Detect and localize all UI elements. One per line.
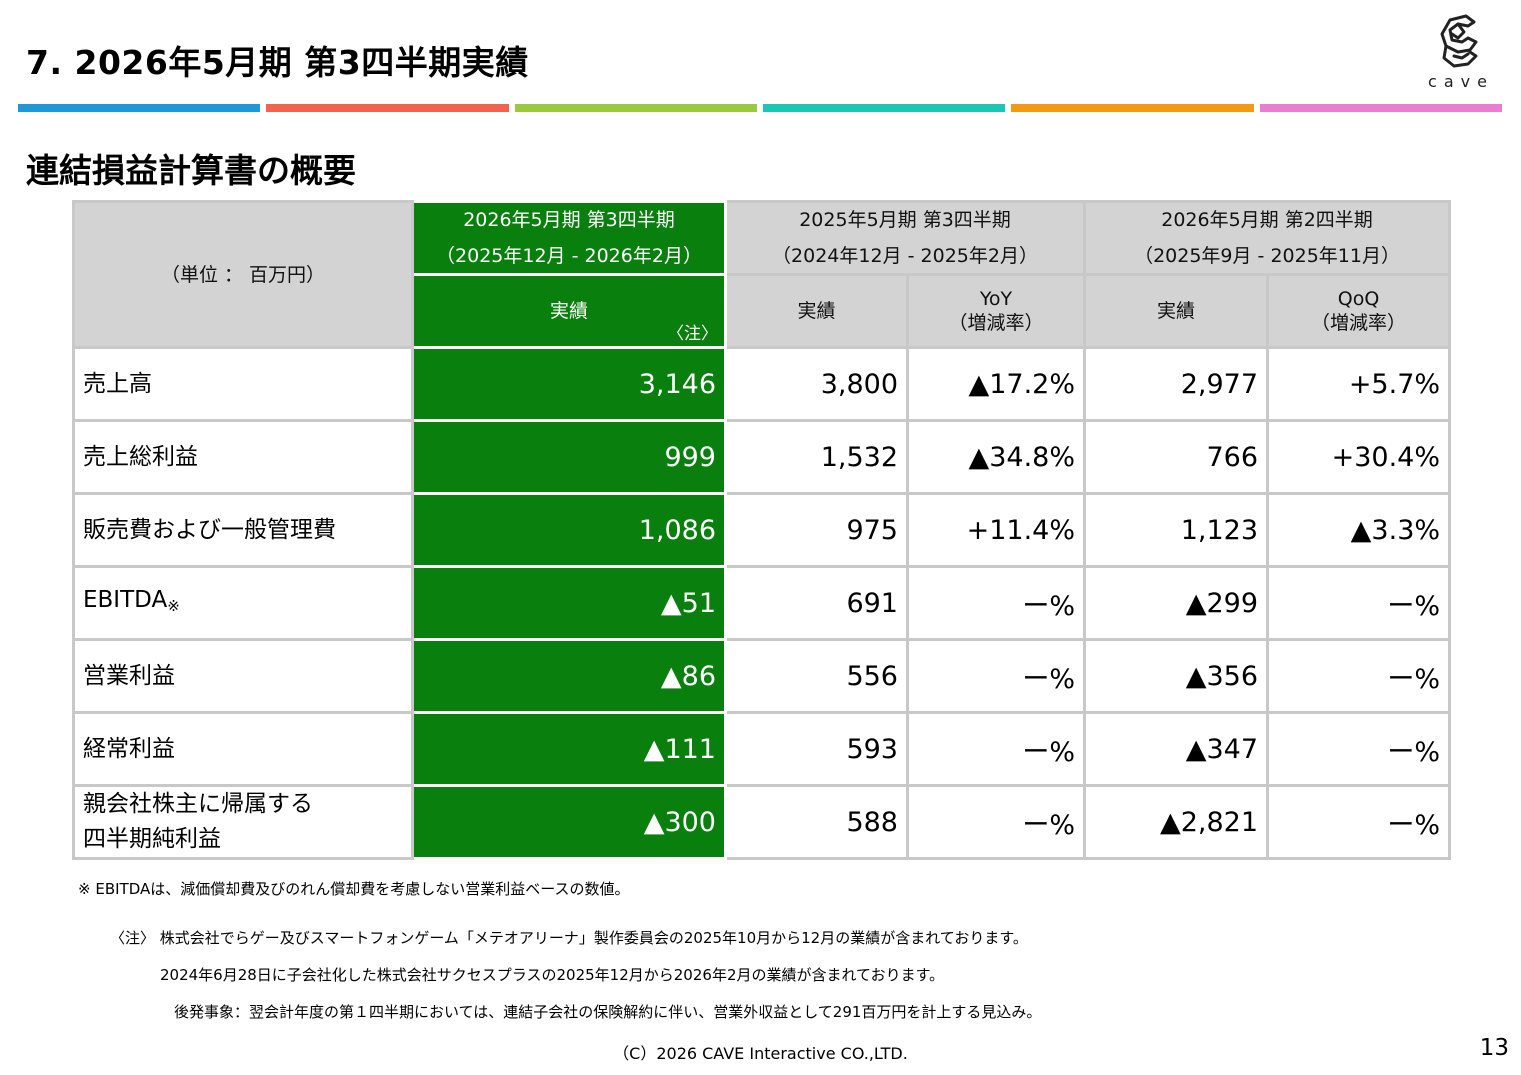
- yoy-value: ▲17.2%: [905, 346, 1087, 422]
- yoy-value: ー%: [905, 784, 1087, 860]
- qoq-value: ー%: [1266, 784, 1452, 860]
- unit-label: （単位 ： 百万円）: [160, 263, 326, 286]
- note-line-1: 〈注〉 株式会社でらゲー及びスマートフォンゲーム「メテオアリーナ」製作委員会の2…: [110, 929, 1028, 947]
- stripe-red: [266, 104, 509, 112]
- qoq-value: ー%: [1266, 638, 1452, 714]
- cave-logo-mark: [1440, 14, 1478, 68]
- qoq-header: QoQ （増減率）: [1266, 273, 1452, 349]
- prev-quarter-value: ▲299: [1083, 565, 1269, 641]
- table-row: 経常利益 ▲111 593 ー% ▲347 ー%: [72, 711, 1452, 787]
- subsequent-event-note: 後発事象：翌会計年度の第１四半期においては、連結子会社の保険解約に伴い、営業外収…: [174, 1003, 1042, 1021]
- period-range: （2025年9月 - 2025年11月）: [1134, 245, 1400, 267]
- row-label: 経常利益: [72, 711, 414, 787]
- prev-year-value: 1,532: [724, 419, 909, 495]
- prev-quarter-value: 2,977: [1083, 346, 1269, 422]
- row-label: 販売費および一般管理費: [72, 492, 414, 568]
- table-row: 売上高 3,146 3,800 ▲17.2% 2,977 +5.7%: [72, 346, 1452, 422]
- row-label: 営業利益: [72, 638, 414, 714]
- row-label: 売上高: [72, 346, 414, 422]
- prev-year-header: 2025年5月期 第3四半期 （2024年12月 - 2025年2月）: [723, 200, 1087, 276]
- ebitda-footnote: ※ EBITDAは、減価償却費及びのれん償却費を考慮しない営業利益ベースの数値。: [78, 880, 630, 898]
- qoq-sub-label: （増減率）: [1311, 312, 1407, 334]
- qoq-value: +30.4%: [1266, 419, 1452, 495]
- note-mark: 〈注〉: [667, 324, 718, 344]
- yoy-label: YoY: [979, 288, 1013, 310]
- table-row: 販売費および一般管理費 1,086 975 +11.4% 1,123 ▲3.3%: [72, 492, 1452, 568]
- row-label: EBITDA※: [72, 565, 414, 641]
- period-label: 2026年5月期 第3四半期: [463, 209, 675, 231]
- stripe-orange: [1011, 104, 1254, 112]
- stripe-teal: [762, 104, 1006, 112]
- table-row: 売上総利益 999 1,532 ▲34.8% 766 +30.4%: [72, 419, 1452, 495]
- qoq-value: ー%: [1266, 711, 1452, 787]
- slide-title: 7. 2026年5月期 第3四半期実績: [26, 43, 529, 82]
- yoy-value: ー%: [905, 711, 1087, 787]
- row-label-line1: 親会社株主に帰属する: [83, 791, 313, 817]
- table-row: EBITDA※ ▲51 691 ー% ▲299 ー%: [72, 565, 1452, 641]
- yoy-value: ー%: [905, 565, 1087, 641]
- period-label: 2026年5月期 第2四半期: [1161, 209, 1373, 231]
- yoy-sub-label: （増減率）: [948, 312, 1044, 334]
- qoq-value: +5.7%: [1266, 346, 1452, 422]
- table-row: 営業利益 ▲86 556 ー% ▲356 ー%: [72, 638, 1452, 714]
- section-title: 連結損益計算書の概要: [26, 151, 356, 190]
- current-value: ▲51: [411, 565, 727, 641]
- qoq-value: ー%: [1266, 565, 1452, 641]
- cave-logo: cave: [1418, 12, 1504, 94]
- current-value: ▲300: [411, 784, 727, 860]
- current-value: ▲86: [411, 638, 727, 714]
- prev-quarter-value: 766: [1083, 419, 1269, 495]
- prev-quarter-value: 1,123: [1083, 492, 1269, 568]
- stripe-green: [514, 104, 757, 112]
- row-label-line2: 四半期純利益: [83, 826, 221, 852]
- prev-year-value: 3,800: [724, 346, 909, 422]
- yoy-header: YoY （増減率）: [905, 273, 1087, 349]
- stripe-blue: [18, 104, 261, 112]
- period-label: 2025年5月期 第3四半期: [799, 209, 1011, 231]
- actual-label: 実績: [549, 300, 588, 322]
- row-label-text: EBITDA: [83, 586, 168, 613]
- prev-quarter-value: ▲2,821: [1083, 784, 1269, 860]
- current-value: 3,146: [411, 346, 727, 422]
- logo-wordmark: cave: [1428, 72, 1494, 91]
- yoy-value: ー%: [905, 638, 1087, 714]
- prev-year-value: 691: [724, 565, 909, 641]
- qoq-label: QoQ: [1337, 288, 1380, 310]
- yoy-value: +11.4%: [905, 492, 1087, 568]
- yoy-value: ▲34.8%: [905, 419, 1087, 495]
- prev-quarter-header: 2026年5月期 第2四半期 （2025年9月 - 2025年11月）: [1083, 200, 1452, 276]
- current-period-header: 2026年5月期 第3四半期 （2025年12月 - 2026年2月）: [411, 200, 727, 276]
- row-label: 親会社株主に帰属する 四半期純利益: [72, 784, 414, 860]
- prev-quarter-actual-header: 実績: [1083, 273, 1269, 349]
- prev-quarter-value: ▲347: [1083, 711, 1269, 787]
- current-value: ▲111: [411, 711, 727, 787]
- qoq-value: ▲3.3%: [1266, 492, 1452, 568]
- stripe-pink: [1259, 104, 1502, 112]
- table-row: 親会社株主に帰属する 四半期純利益 ▲300 588 ー% ▲2,821 ー%: [72, 784, 1452, 860]
- period-range: （2025年12月 - 2026年2月）: [436, 245, 702, 267]
- color-stripe: [18, 104, 1502, 112]
- period-range: （2024年12月 - 2025年2月）: [772, 245, 1038, 267]
- prev-year-actual-header: 実績: [724, 273, 909, 349]
- prev-year-value: 588: [724, 784, 909, 860]
- footnote-mark: ※: [167, 596, 180, 615]
- current-actual-header: 実績 〈注〉: [411, 273, 727, 349]
- income-statement-table: （単位 ： 百万円） 2026年5月期 第3四半期 （2025年12月 - 20…: [72, 200, 1452, 860]
- unit-header: （単位 ： 百万円）: [72, 200, 414, 349]
- current-value: 1,086: [411, 492, 727, 568]
- copyright: （C）2026 CAVE Interactive CO.,LTD.: [613, 1044, 908, 1063]
- prev-year-value: 975: [724, 492, 909, 568]
- page-number: 13: [1479, 1035, 1509, 1061]
- note-line-2: 2024年6月28日に子会社化した株式会社サクセスプラスの2025年12月から2…: [160, 966, 945, 984]
- current-value: 999: [411, 419, 727, 495]
- prev-year-value: 556: [724, 638, 909, 714]
- prev-year-value: 593: [724, 711, 909, 787]
- prev-quarter-value: ▲356: [1083, 638, 1269, 714]
- row-label: 売上総利益: [72, 419, 414, 495]
